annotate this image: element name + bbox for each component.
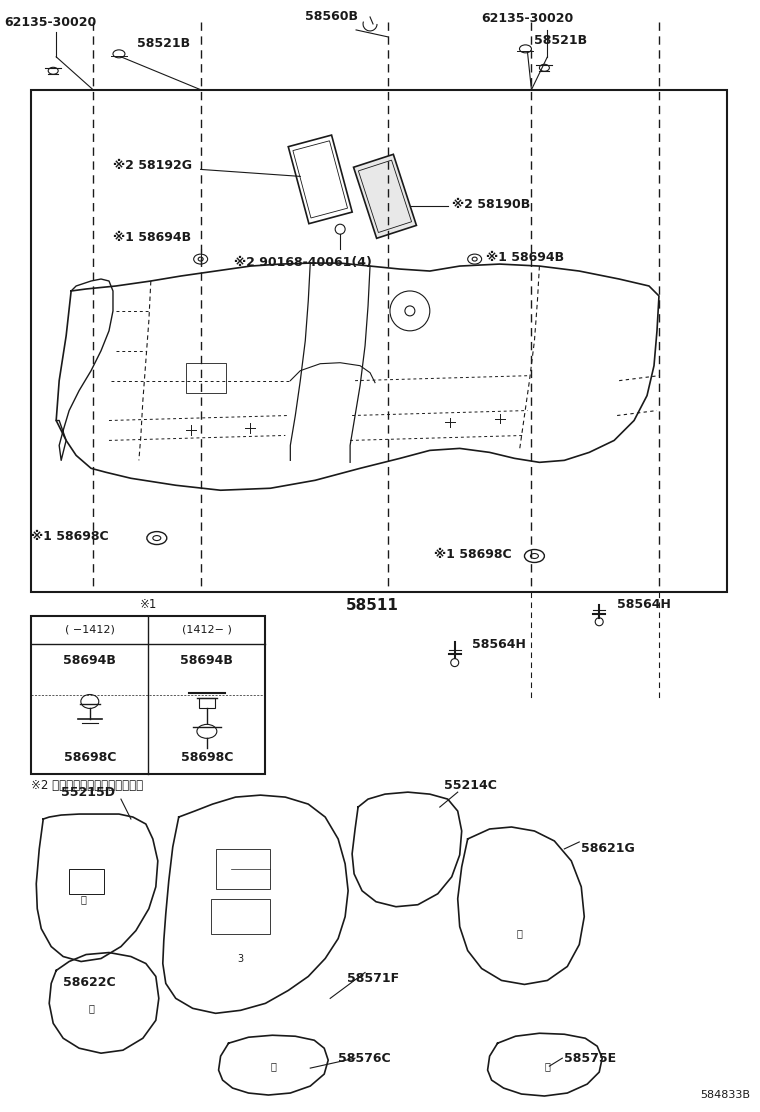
- Bar: [199, 698, 215, 708]
- Bar: [216, 848, 271, 888]
- Text: 58694B: 58694B: [180, 654, 233, 666]
- Text: ※2 有り（アルミフットレスト）: ※2 有り（アルミフットレスト）: [31, 780, 144, 792]
- Text: 58564H: 58564H: [617, 598, 671, 610]
- Text: ※2 58192G: ※2 58192G: [113, 159, 192, 172]
- Text: 58622C: 58622C: [63, 976, 116, 990]
- Text: ※1 58698C: ※1 58698C: [31, 530, 109, 543]
- Text: 55214C: 55214C: [444, 780, 496, 792]
- Text: ※1 58694B: ※1 58694B: [486, 251, 564, 265]
- Text: 58521B: 58521B: [534, 33, 587, 47]
- Text: 58521B: 58521B: [137, 37, 190, 50]
- Text: 62135-30020: 62135-30020: [5, 16, 97, 29]
- Text: ⫠: ⫠: [80, 894, 86, 904]
- Text: ※1: ※1: [140, 598, 157, 610]
- Text: ※1 58698C: ※1 58698C: [434, 548, 511, 562]
- Text: ( −1412): ( −1412): [65, 625, 115, 635]
- Text: 58560B: 58560B: [306, 10, 358, 23]
- Text: 62135-30020: 62135-30020: [482, 12, 574, 24]
- Text: 58576C: 58576C: [338, 1052, 391, 1064]
- Text: 584833B: 584833B: [701, 1090, 751, 1100]
- Text: 58698C: 58698C: [181, 752, 233, 764]
- Text: ⫠: ⫠: [271, 1061, 277, 1071]
- Text: ⫠: ⫠: [544, 1061, 550, 1071]
- Text: 58694B: 58694B: [63, 654, 116, 666]
- Bar: [211, 898, 271, 934]
- Bar: [31, 90, 727, 592]
- Text: ※2 90168-40061(4): ※2 90168-40061(4): [233, 256, 372, 269]
- Text: 58571F: 58571F: [347, 973, 399, 985]
- Text: ※1 58694B: ※1 58694B: [113, 231, 191, 245]
- Bar: [31, 616, 265, 774]
- Polygon shape: [353, 155, 416, 238]
- Text: ※2 58190B: ※2 58190B: [451, 198, 530, 211]
- Text: 3: 3: [237, 953, 243, 963]
- Bar: [69, 868, 104, 894]
- Text: 58621G: 58621G: [581, 842, 635, 855]
- Bar: [185, 363, 226, 393]
- Text: ⫠: ⫠: [88, 1003, 94, 1013]
- Text: (1412− ): (1412− ): [182, 625, 232, 635]
- Text: 55215D: 55215D: [61, 786, 116, 800]
- Text: ⫠: ⫠: [517, 929, 522, 939]
- Text: 58564H: 58564H: [472, 637, 525, 651]
- Text: 58575E: 58575E: [565, 1052, 616, 1064]
- Text: 58511: 58511: [346, 598, 399, 613]
- Text: 58698C: 58698C: [64, 752, 116, 764]
